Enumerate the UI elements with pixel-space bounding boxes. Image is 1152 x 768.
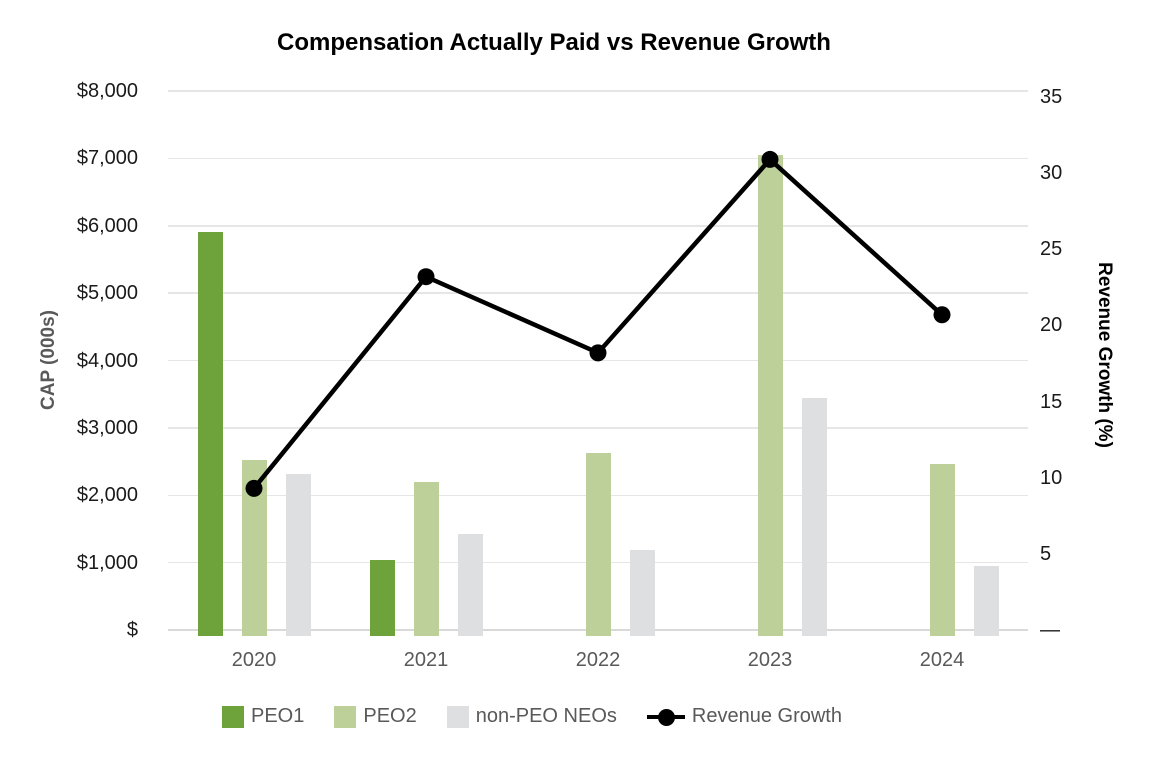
chart-title: Compensation Actually Paid vs Revenue Gr… — [277, 29, 831, 56]
gridline — [168, 427, 1028, 429]
legend: PEO1 PEO2 non-PEO NEOs Revenue Growth — [222, 705, 842, 728]
legend-swatch-icon — [334, 705, 357, 728]
bar-peo2-2023 — [757, 155, 783, 636]
left-tick-label: $5,000 — [76, 282, 138, 305]
bar-non-peo-neos-2024 — [973, 565, 999, 636]
left-tick-label: $2,000 — [76, 484, 138, 507]
legend-label: PEO1 — [251, 705, 305, 727]
revenue-growth-point-2022 — [589, 344, 607, 362]
right-axis-title: Revenue Growth (%) — [1094, 262, 1115, 448]
legend-label: Revenue Growth — [691, 705, 842, 727]
right-tick-label: 5 — [1040, 542, 1052, 565]
left-tick-label: $4,000 — [76, 349, 138, 372]
bar-non-peo-neos-2023 — [801, 398, 827, 636]
right-tick-label: 25 — [1040, 238, 1063, 261]
left-tick-label: $1,000 — [76, 551, 138, 574]
legend-item-peo2: PEO2 — [334, 705, 417, 728]
right-tick-label: 35 — [1040, 86, 1063, 108]
revenue-growth-point-2021 — [417, 268, 435, 286]
bar-peo1-2021 — [369, 559, 395, 636]
legend-label: PEO2 — [363, 705, 417, 727]
bar-non-peo-neos-2020 — [285, 473, 311, 636]
left-tick-label: $7,000 — [76, 147, 138, 170]
gridline — [168, 225, 1028, 227]
bar-peo1-2020 — [197, 232, 223, 636]
plot-area — [168, 90, 1028, 636]
gridline — [168, 292, 1028, 294]
right-tick-label: 20 — [1040, 314, 1063, 337]
revenue-growth-point-2020 — [245, 479, 263, 497]
legend-label: non-PEO NEOs — [475, 705, 617, 727]
legend-line-marker-icon — [646, 706, 685, 728]
right-tick-label: 15 — [1040, 390, 1063, 413]
bar-peo2-2022 — [585, 452, 611, 636]
x-axis-label-2024: 2024 — [919, 649, 965, 671]
left-tick-label: $3,000 — [76, 416, 138, 439]
legend-item-peo1: PEO1 — [222, 705, 304, 728]
bar-peo2-2021 — [413, 481, 439, 636]
revenue-growth-point-2023 — [761, 150, 779, 168]
right-tick-label: — — [1040, 619, 1060, 641]
legend-item-non-peo-neos: non-PEO NEOs — [446, 705, 617, 728]
legend-swatch-icon — [446, 705, 469, 728]
x-axis-label-2020: 2020 — [231, 649, 277, 671]
legend-marker-dot — [657, 708, 675, 726]
x-axis-label-2021: 2021 — [403, 649, 449, 671]
revenue-growth-line-layer — [245, 150, 951, 497]
bar-non-peo-neos-2021 — [457, 533, 483, 636]
left-tick-label: $6,000 — [76, 214, 138, 237]
x-axis-label-2022: 2022 — [575, 649, 621, 671]
gridline — [168, 157, 1028, 160]
revenue-growth-line — [251, 156, 945, 491]
gridline — [168, 90, 1028, 92]
bar-non-peo-neos-2022 — [629, 549, 655, 636]
legend-swatch-icon — [222, 705, 244, 728]
x-axis-label-2023: 2023 — [747, 649, 793, 671]
bar-peo2-2024 — [929, 464, 955, 636]
left-tick-label: $8,000 — [76, 80, 138, 102]
right-tick-label: 30 — [1040, 162, 1063, 185]
right-tick-label: 10 — [1040, 466, 1063, 489]
legend-item-revenue-growth: Revenue Growth — [646, 705, 842, 728]
left-tick-label: $ — [126, 619, 138, 641]
revenue-growth-point-2024 — [933, 306, 951, 324]
